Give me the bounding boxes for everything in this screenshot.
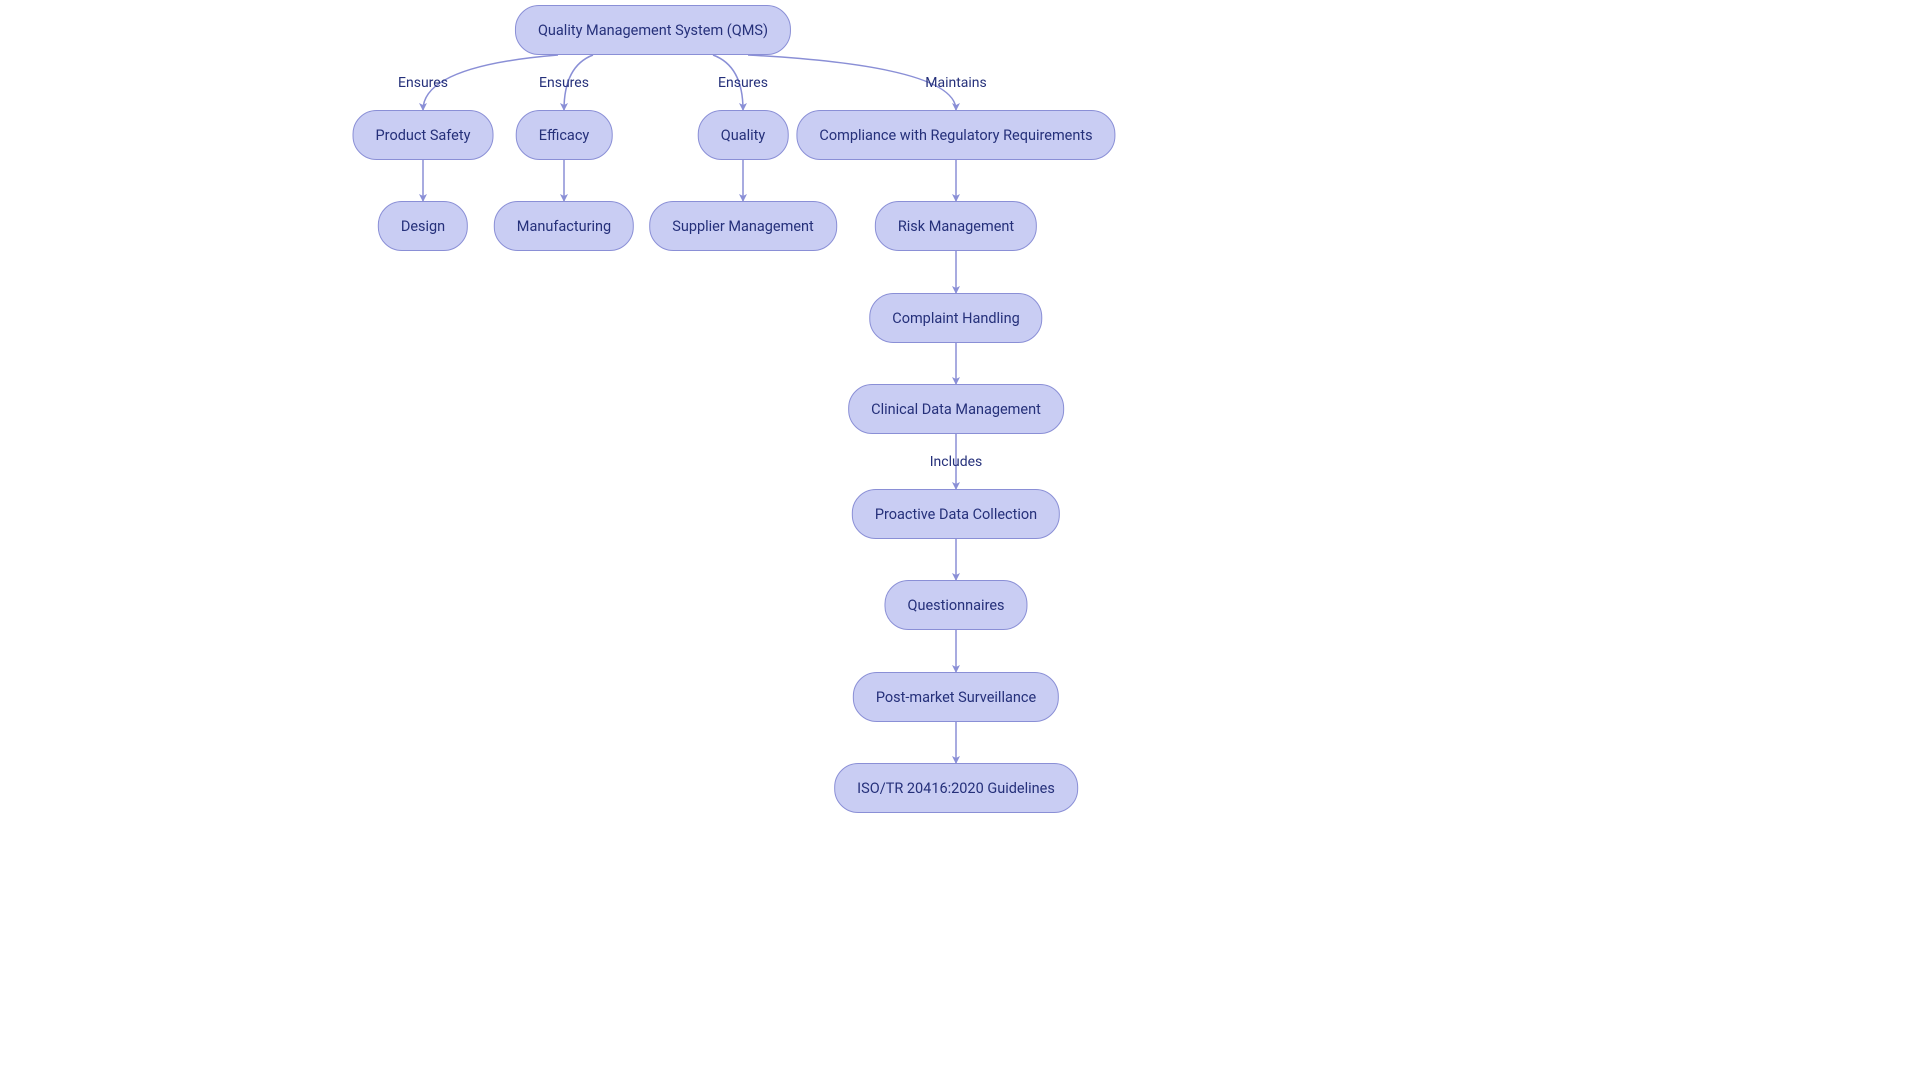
node-efficacy: Efficacy [516, 110, 613, 160]
node-postmkt: Post-market Surveillance [853, 672, 1059, 722]
node-risk: Risk Management [875, 201, 1037, 251]
edge-label-qms-quality: Ensures [718, 75, 768, 91]
node-qms: Quality Management System (QMS) [515, 5, 791, 55]
diagram-canvas: Quality Management System (QMS) Product S… [0, 0, 1920, 1080]
edge-label-qms-efficacy: Ensures [539, 75, 589, 91]
node-safety: Product Safety [353, 110, 494, 160]
node-supplier: Supplier Management [649, 201, 837, 251]
edge-label-qms-compliance: Maintains [925, 75, 987, 91]
node-design: Design [378, 201, 468, 251]
node-mfg: Manufacturing [494, 201, 634, 251]
edge-label-clinical-proactive: Includes [930, 454, 983, 470]
edges-layer [0, 0, 1920, 1080]
node-clinical: Clinical Data Management [848, 384, 1064, 434]
node-quest: Questionnaires [884, 580, 1027, 630]
node-proactive: Proactive Data Collection [852, 489, 1060, 539]
node-compliance: Compliance with Regulatory Requirements [796, 110, 1115, 160]
node-quality: Quality [698, 110, 789, 160]
edge-label-qms-safety: Ensures [398, 75, 448, 91]
node-iso: ISO/TR 20416:2020 Guidelines [834, 763, 1078, 813]
node-complaint: Complaint Handling [869, 293, 1042, 343]
